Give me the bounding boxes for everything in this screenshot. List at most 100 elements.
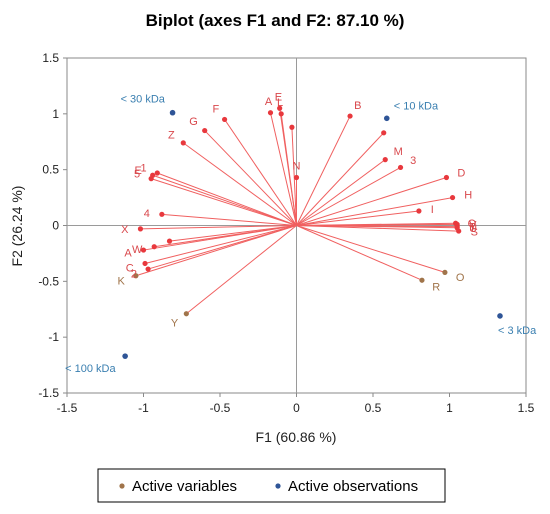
variable-point-x: [137, 226, 144, 232]
variable-point-unlabeled: [289, 124, 295, 130]
variable-label-b: B: [354, 100, 361, 112]
legend: Active variables Active observations: [97, 468, 446, 503]
variable-vectors: [135, 108, 459, 315]
variable-point-e: [277, 105, 283, 111]
variable-label-i: I: [431, 204, 434, 216]
vector-1: [157, 172, 297, 226]
observation-label-10-kda: < 10 kDa: [394, 100, 439, 112]
legend-label-active-observations: Active observations: [288, 478, 418, 495]
variable-label-1: 1: [140, 163, 146, 175]
legend-item-active-observations: Active observations: [275, 478, 418, 495]
vector-h: [296, 197, 453, 226]
y-tick-label: 0: [52, 219, 59, 233]
chart-title: Biplot (axes F1 and F2: 87.10 %): [146, 11, 405, 30]
variable-label-h: H: [464, 190, 472, 202]
variable-label-s: S: [471, 227, 478, 239]
legend-label-active-variables: Active variables: [132, 478, 237, 495]
variable-point-i: [416, 208, 422, 214]
variable-point-m: [382, 157, 388, 163]
x-tick-label: 1.5: [518, 401, 535, 415]
variable-label-d: D: [457, 168, 465, 180]
x-tick-label: 1: [446, 401, 453, 415]
y-tick-label: -0.5: [38, 274, 59, 288]
supplementary-label-o: O: [456, 272, 465, 284]
variable-point-n: [293, 174, 300, 181]
variable-label-z: Z: [168, 129, 175, 141]
variable-point-g: [202, 127, 208, 134]
y-tick-label: -1: [48, 330, 59, 344]
x-axis-label: F1 (60.86 %): [256, 429, 337, 445]
vector-c: [144, 225, 297, 264]
x-tick-label: -0.5: [210, 401, 231, 415]
x-tick-label: 0.5: [365, 401, 382, 415]
vector-4: [161, 213, 297, 226]
legend-marker-active-observations: [275, 483, 281, 489]
variable-label-w: W: [132, 244, 143, 256]
x-tick-label: -1: [138, 401, 149, 415]
vector-x: [140, 225, 297, 230]
variable-point-unlabeled: [166, 238, 173, 244]
variable-point-s: [456, 228, 462, 234]
variable-label-t: T: [469, 222, 476, 234]
variable-label-3: 3: [410, 155, 416, 167]
vector-r: [296, 225, 423, 281]
variable-point-a: [140, 247, 147, 253]
variable-label-e: E: [275, 91, 282, 103]
vector-w: [154, 225, 297, 248]
data-points: [122, 105, 503, 359]
variable-label-f: F: [213, 104, 220, 116]
vector-i: [296, 210, 419, 226]
observation-point-3-kda: [497, 313, 503, 319]
variable-point-h: [449, 194, 456, 201]
legend-box: [97, 468, 446, 503]
vector-o: [296, 225, 446, 273]
vector-3: [296, 166, 401, 226]
variable-point-1: [154, 170, 160, 176]
observation-label-100-kda: < 100 kDa: [65, 363, 116, 375]
vector-unlabeled: [296, 132, 385, 226]
observation-point-100-kda: [122, 353, 128, 359]
vector-s: [296, 225, 459, 232]
variable-label-c: C: [126, 262, 134, 274]
variable-label-a: A: [124, 248, 132, 260]
variable-point-d: [443, 174, 450, 181]
observation-label-30-kda: < 30 kDa: [121, 94, 166, 106]
y-axis-label: F2 (26.24 %): [9, 186, 25, 267]
vector-m: [296, 159, 386, 226]
vector-g: [204, 130, 297, 226]
variable-point-b: [347, 113, 353, 119]
x-tick-label: -1.5: [57, 401, 78, 415]
tick-labels: -1.5 -1 -0.5 0 0.5 1 1.5 -1.5 -1 -0.5 0 0.5 1 1.5: [38, 51, 534, 415]
variable-point-f: [221, 116, 228, 123]
variable-label-2: 2: [131, 269, 137, 281]
variable-label-u: U: [469, 223, 477, 235]
variable-label-x: X: [121, 224, 129, 236]
variable-point-c: [142, 260, 148, 267]
supplementary-point-r: [419, 277, 425, 283]
observation-point-30-kda: [169, 109, 176, 116]
vector-y: [186, 225, 297, 315]
vector-f: [224, 119, 297, 226]
variable-point-l: [278, 111, 284, 117]
variable-label-l: L: [277, 97, 283, 109]
variable-label-g: G: [189, 116, 198, 128]
variable-label-q: Q: [468, 218, 477, 230]
vector-e: [152, 174, 297, 226]
variable-point-3: [397, 164, 404, 171]
variable-label-v: V: [469, 219, 477, 231]
variable-point-z: [180, 140, 186, 146]
legend-marker-active-variables: [119, 483, 125, 489]
vector-a: [270, 112, 297, 226]
vector-unlabeled: [169, 225, 297, 242]
vector-5: [150, 178, 297, 226]
observation-point-10-kda: [383, 115, 390, 122]
variable-label-4: 4: [144, 208, 150, 220]
variable-point-4: [159, 211, 165, 217]
observation-label-3-kda: < 3 kDa: [498, 325, 537, 337]
variable-point-a: [267, 110, 274, 116]
variable-label-e: E: [135, 165, 142, 177]
variable-point-w: [151, 244, 157, 250]
supplementary-point-y: [183, 311, 189, 317]
